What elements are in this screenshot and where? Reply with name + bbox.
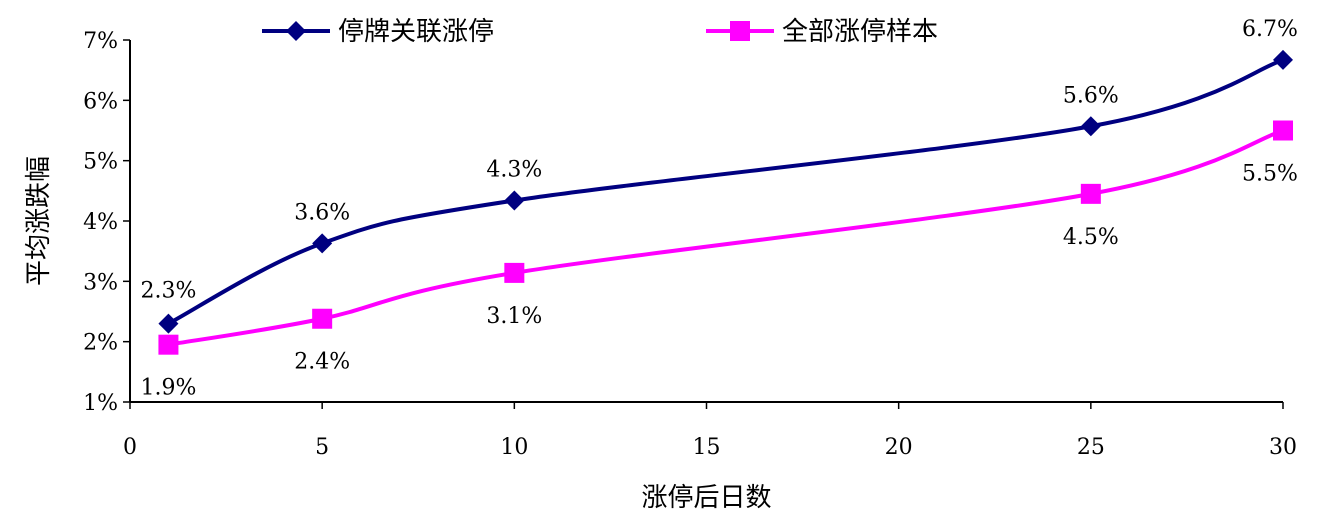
data-label: 4.3% [486,157,542,182]
legend-marker [730,21,750,41]
y-tick-label: 4% [83,210,118,235]
data-label: 5.6% [1063,83,1119,108]
data-point-marker [312,233,333,254]
legend-item: 全部涨停样本 [706,17,938,47]
data-point-marker [1273,49,1293,70]
legend: 停牌关联涨停 全部涨停样本 [262,17,938,47]
y-axis-ticks: 1% 2% 3% 4% 5% 6% 7% [83,29,130,416]
series-2: 1.9% 2.4% 3.1% 4.5% 5.5% [140,120,1298,401]
y-tick-label: 5% [83,150,118,175]
data-label: 2.4% [294,350,350,375]
data-point-marker [158,334,179,355]
series-line [166,128,1285,347]
x-axis-title: 涨停后日数 [641,483,771,513]
data-label: 2.3% [140,279,196,304]
x-tick-label: 30 [1269,435,1297,460]
series: 2.3% 3.6% 4.3% 5.6% 6.7% 1.9% 2.4% 3.1% 4.5% 5.5% [140,17,1297,401]
legend-label: 全部涨停样本 [782,17,938,47]
y-tick-label: 7% [83,29,118,54]
data-label: 6.7% [1242,17,1298,42]
x-tick-label: 20 [885,435,913,460]
data-point-marker [1273,120,1293,141]
y-axis-title: 平均涨跌幅 [24,156,54,286]
data-point-marker [504,190,525,211]
data-label: 5.5% [1242,162,1298,187]
x-tick-label: 0 [123,435,137,460]
x-tick-label: 25 [1077,435,1105,460]
y-tick-label: 1% [83,391,118,416]
x-tick-label: 5 [315,435,329,460]
x-tick-label: 10 [500,435,528,460]
series-line [166,57,1285,326]
data-point-marker [312,308,333,329]
data-point-marker [158,313,179,334]
legend-label: 停牌关联涨停 [338,17,494,47]
data-point-marker [504,262,525,283]
data-point-marker [1080,183,1101,204]
x-axis-ticks: 0 5 10 15 20 25 30 [123,402,1297,460]
data-label: 3.6% [294,200,350,225]
legend-item: 停牌关联涨停 [262,17,494,47]
data-label: 1.9% [140,376,196,401]
y-tick-label: 3% [83,270,118,295]
data-label: 4.5% [1063,225,1119,250]
x-tick-label: 15 [693,435,721,460]
y-tick-label: 6% [83,89,118,114]
data-label: 3.1% [486,304,542,329]
y-tick-label: 2% [83,331,118,356]
data-point-marker [1080,116,1101,137]
legend-marker [286,21,306,41]
series-1: 2.3% 3.6% 4.3% 5.6% 6.7% [140,17,1298,334]
